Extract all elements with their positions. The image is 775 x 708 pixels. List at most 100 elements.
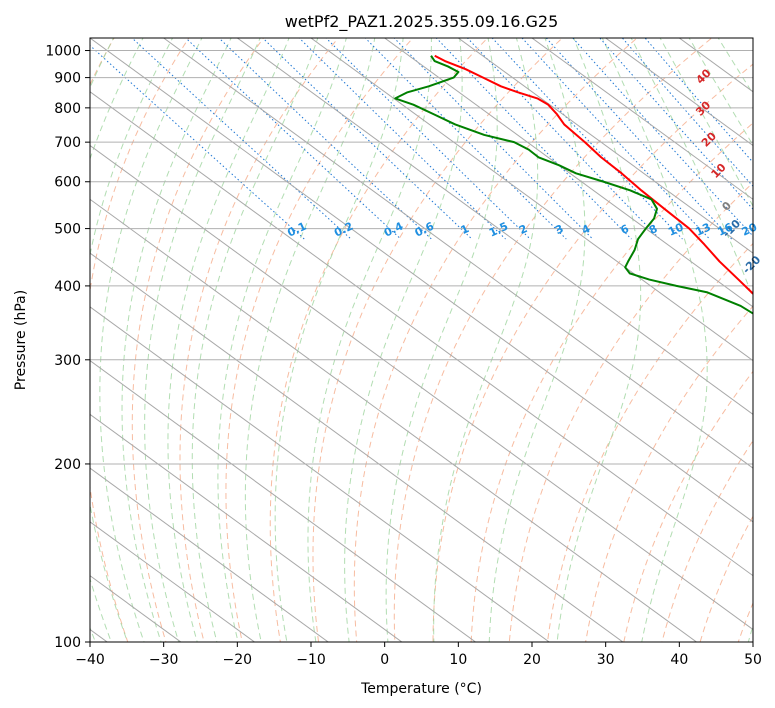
- moist-adiabat: [217, 38, 347, 642]
- mixing-ratio-label: 0.1: [285, 220, 308, 240]
- x-axis-label: Temperature (°C): [360, 681, 482, 697]
- y-tick-label: 1000: [45, 44, 81, 60]
- mixing-ratio-label: 10: [666, 220, 686, 238]
- mixing-ratio-line: [185, 38, 402, 240]
- isotherm: [90, 252, 624, 642]
- x-tick-label: 30: [597, 652, 615, 668]
- dry-adiabat: [546, 242, 753, 642]
- mixing-ratio-line: [364, 38, 567, 240]
- mixing-ratio-label: 3: [553, 222, 565, 237]
- moist-adiabat: [90, 38, 115, 642]
- dry-adiabat: [90, 38, 190, 642]
- isotherm: [90, 91, 753, 577]
- mixing-ratio-label: 6: [619, 222, 632, 237]
- dry-adiabat: [90, 38, 115, 642]
- isotherm: [752, 38, 753, 39]
- mixing-ratio-label: 20: [740, 220, 760, 238]
- isotherm: [236, 38, 753, 416]
- moist-adiabat: [244, 38, 376, 642]
- dry-adiabat: [353, 38, 638, 642]
- moist-adiabat: [717, 38, 753, 95]
- dry-adiabat: [312, 38, 564, 642]
- axes: −40 −30 −20 −10 0 10 20 30 40 5010020030040050060…: [45, 37, 762, 668]
- isotherm: [383, 38, 753, 308]
- mixing-ratio-line: [599, 38, 753, 210]
- temperature-profile: [434, 54, 753, 296]
- dewpoint-profile: [394, 55, 753, 315]
- mixing-ratio-line: [435, 38, 632, 240]
- isotherm: [162, 38, 753, 469]
- mixing-ratio-label: 0.4: [382, 219, 405, 239]
- isotherm: [90, 198, 698, 642]
- mixing-ratio-line: [545, 38, 733, 240]
- moist-adiabat: [433, 38, 539, 642]
- mixing-ratio-line: [298, 38, 506, 240]
- y-tick-label: 800: [54, 101, 81, 117]
- mixing-ratio-label: 0.2: [332, 220, 355, 240]
- isotherm: [90, 467, 330, 642]
- dry-adiabat-label: -30: [771, 292, 775, 315]
- y-tick-label: 200: [54, 457, 81, 473]
- mixing-ratio-line: [262, 38, 473, 240]
- x-tick-label: −20: [223, 652, 253, 668]
- dry-adiabat: [737, 601, 753, 642]
- y-tick-label: 500: [54, 222, 81, 238]
- x-tick-label: 40: [670, 652, 688, 668]
- isotherm: [457, 38, 753, 254]
- dry-adiabat: [225, 38, 414, 642]
- dry-adiabat: [179, 38, 339, 642]
- dry-adiabat: [623, 370, 753, 642]
- y-tick-label: 300: [54, 353, 81, 369]
- dry-adiabat: [393, 38, 713, 642]
- dry-adiabat: [269, 38, 489, 642]
- isotherm: [90, 306, 551, 642]
- isotherm: [90, 359, 477, 642]
- isotherm: [90, 38, 753, 523]
- mixing-ratio-line: [131, 38, 352, 240]
- mixing-ratio-label: 2: [517, 222, 529, 237]
- mixing-ratio-line: [325, 38, 531, 240]
- isotherm: [90, 144, 753, 631]
- dry-adiabat: [699, 515, 753, 642]
- dry-adiabat-label: 40: [694, 66, 714, 86]
- dry-adiabat: [432, 63, 753, 642]
- dry-adiabat-label: 20: [699, 129, 719, 149]
- mixing-ratio-label: 13: [693, 220, 712, 238]
- chart-title: wetPf2_PAZ1.2025.355.09.16.G25: [285, 12, 559, 32]
- dry-adiabat: [470, 122, 753, 642]
- x-tick-label: 20: [523, 652, 541, 668]
- isotherm: [90, 521, 256, 642]
- y-tick-label: 600: [54, 175, 81, 191]
- x-tick-label: 50: [744, 652, 762, 668]
- isotherm: [604, 38, 753, 147]
- dry-adiabat: [508, 182, 753, 642]
- isotherm: [90, 413, 403, 642]
- mixing-ratio-line: [218, 38, 432, 240]
- y-tick-label: 100: [54, 635, 81, 651]
- isotherm: [310, 38, 753, 362]
- moist-adiabat: [601, 38, 708, 642]
- mixing-ratio-line: [644, 38, 753, 164]
- y-axis-label: Pressure (hPa): [13, 290, 29, 390]
- dry-adiabat-label: 30: [693, 98, 713, 118]
- isotherm: [90, 575, 182, 642]
- x-tick-label: −40: [75, 652, 105, 668]
- mixing-ratio-line: [621, 38, 753, 188]
- plot-frame: [89, 37, 754, 643]
- moist-adiabat: [688, 38, 753, 147]
- x-tick-label: 10: [449, 652, 467, 668]
- x-tick-label: −10: [296, 652, 326, 668]
- mixing-ratio-line: [466, 38, 661, 240]
- moist-adiabat: [90, 38, 144, 642]
- dry-adiabat-label: 0: [719, 199, 734, 214]
- moist-adiabat: [385, 38, 498, 642]
- plot-area: [0, 26, 753, 669]
- moist-adiabat: [274, 38, 404, 642]
- y-tick-label: 700: [54, 135, 81, 151]
- dry-adiabat: [585, 305, 753, 642]
- dry-adiabat: [131, 38, 265, 642]
- mixing-ratio-line: [393, 38, 594, 240]
- mixing-ratio-label: 1: [459, 222, 471, 237]
- isotherm: [0, 26, 71, 669]
